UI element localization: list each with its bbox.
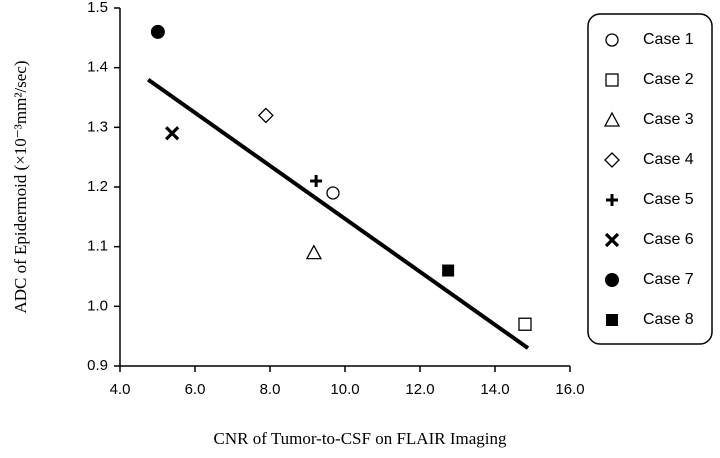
legend-label: Case 1 (643, 31, 694, 48)
x-tick-label: 8.0 (260, 381, 281, 398)
y-tick-label: 1.2 (87, 178, 108, 195)
point (442, 264, 455, 277)
point (150, 24, 165, 39)
legend-marker (605, 73, 619, 87)
point (305, 244, 322, 260)
y-tick-label: 1.0 (87, 297, 108, 314)
legend-label: Case 6 (643, 231, 694, 248)
x-axis-title: CNR of Tumor-to-CSF on FLAIR Imaging (214, 429, 507, 448)
legend-label: Case 2 (643, 71, 694, 88)
trend-line (146, 77, 530, 350)
point (257, 107, 274, 124)
legend-label: Case 7 (643, 271, 694, 288)
y-tick-label: 0.9 (87, 357, 108, 374)
x-tick-label: 14.0 (480, 381, 509, 398)
legend-label: Case 5 (643, 191, 694, 208)
y-tick-label: 1.3 (87, 118, 108, 135)
y-tick-label: 1.1 (87, 238, 108, 255)
legend-marker (606, 314, 618, 326)
x-tick-label: 4.0 (110, 381, 131, 398)
y-tick-label: 1.4 (87, 59, 108, 76)
legend-marker (603, 111, 621, 127)
point (310, 175, 323, 188)
x-tick-label: 6.0 (185, 381, 206, 398)
x-tick-label: 10.0 (330, 381, 359, 398)
legend-marker (604, 152, 620, 168)
legend-label: Case 3 (643, 111, 694, 128)
legend-marker (604, 232, 620, 248)
legend-marker (606, 194, 618, 206)
point (164, 126, 180, 141)
y-tick-label: 1.5 (87, 0, 108, 16)
legend-label: Case 4 (643, 151, 694, 168)
legend-box (587, 13, 713, 345)
x-tick-label: 16.0 (555, 381, 584, 398)
legend-marker (605, 33, 619, 47)
legend-label: Case 8 (643, 311, 694, 328)
legend-marker (605, 273, 619, 287)
point (518, 317, 532, 331)
point (326, 186, 340, 200)
x-tick-label: 12.0 (405, 381, 434, 398)
y-axis-title: ADC of Epidermoid (×10⁻³mm²/sec) (11, 60, 30, 313)
